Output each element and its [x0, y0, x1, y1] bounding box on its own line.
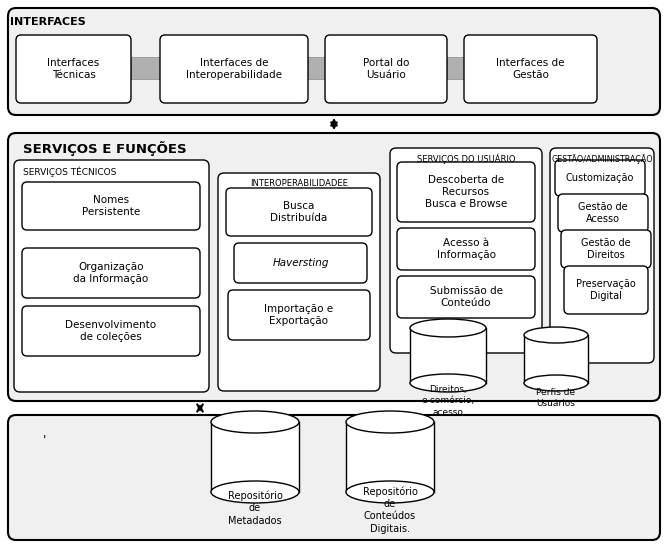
FancyBboxPatch shape: [8, 133, 660, 401]
FancyBboxPatch shape: [228, 290, 370, 340]
Text: Repositório
de
Conteúdos
Digitais.: Repositório de Conteúdos Digitais.: [363, 486, 417, 534]
Text: INTEROPERABILIDADEE: INTEROPERABILIDADEE: [250, 180, 348, 188]
FancyBboxPatch shape: [16, 35, 131, 103]
FancyBboxPatch shape: [22, 248, 200, 298]
Text: Repositório
de
Metadados: Repositório de Metadados: [227, 490, 282, 525]
Text: Gestão de
Direitos: Gestão de Direitos: [581, 238, 631, 260]
Text: Direitos,
e-comércio,
acesso: Direitos, e-comércio, acesso: [421, 385, 474, 417]
FancyBboxPatch shape: [397, 162, 535, 222]
FancyBboxPatch shape: [397, 228, 535, 270]
FancyBboxPatch shape: [555, 160, 645, 196]
Ellipse shape: [346, 481, 434, 503]
Bar: [346, 422, 434, 492]
FancyBboxPatch shape: [325, 35, 447, 103]
FancyBboxPatch shape: [22, 306, 200, 356]
FancyBboxPatch shape: [550, 148, 654, 363]
FancyBboxPatch shape: [561, 230, 651, 268]
FancyBboxPatch shape: [8, 8, 660, 115]
Text: GESTÃO/ADMINISTRAÇÃO: GESTÃO/ADMINISTRAÇÃO: [551, 154, 653, 164]
Bar: [308, 57, 325, 79]
Text: Haversting: Haversting: [272, 258, 328, 268]
Text: Preservação
Digital: Preservação Digital: [576, 279, 636, 301]
Ellipse shape: [346, 411, 434, 433]
Text: SERVIÇOS TÉCNICOS: SERVIÇOS TÉCNICOS: [23, 167, 116, 177]
FancyBboxPatch shape: [464, 35, 597, 103]
Text: Perfis de
Usuários: Perfis de Usuários: [537, 388, 575, 408]
FancyBboxPatch shape: [564, 266, 648, 314]
Text: Acesso à
Informação: Acesso à Informação: [436, 238, 496, 260]
Text: Busca
Distribuída: Busca Distribuída: [270, 201, 328, 223]
Ellipse shape: [524, 375, 588, 391]
Bar: [131, 57, 160, 79]
FancyBboxPatch shape: [234, 243, 367, 283]
Text: Customização: Customização: [566, 173, 634, 183]
Text: INTERFACES: INTERFACES: [10, 17, 86, 27]
FancyBboxPatch shape: [22, 182, 200, 230]
FancyBboxPatch shape: [218, 173, 380, 391]
Text: SERVIÇOS E FUNÇÕES: SERVIÇOS E FUNÇÕES: [23, 141, 187, 155]
Text: Organização
da Informação: Organização da Informação: [74, 262, 149, 284]
Text: Interfaces de
Interoperabilidade: Interfaces de Interoperabilidade: [186, 58, 282, 80]
Ellipse shape: [211, 411, 299, 433]
Text: SERVIÇOS DO USUÁRIO: SERVIÇOS DO USUÁRIO: [417, 154, 515, 164]
FancyBboxPatch shape: [160, 35, 308, 103]
Text: Interfaces de
Gestão: Interfaces de Gestão: [496, 58, 565, 80]
FancyBboxPatch shape: [14, 160, 209, 392]
Text: Nomes
Persistente: Nomes Persistente: [82, 195, 140, 217]
FancyBboxPatch shape: [397, 276, 535, 318]
FancyBboxPatch shape: [558, 194, 648, 232]
Ellipse shape: [410, 374, 486, 392]
Bar: [447, 57, 464, 79]
Text: Descoberta de
Recursos
Busca e Browse: Descoberta de Recursos Busca e Browse: [425, 175, 507, 209]
Ellipse shape: [524, 327, 588, 343]
Text: Gestão de
Acesso: Gestão de Acesso: [578, 202, 628, 224]
FancyBboxPatch shape: [8, 415, 660, 540]
FancyBboxPatch shape: [226, 188, 372, 236]
Text: Submissão de
Conteúdo: Submissão de Conteúdo: [429, 286, 502, 308]
Text: Portal do
Usuário: Portal do Usuário: [363, 58, 409, 80]
Text: ': ': [43, 434, 47, 446]
Text: Importação e
Exportação: Importação e Exportação: [264, 304, 334, 326]
Bar: [524, 335, 588, 383]
Text: Desenvolvimento
de coleções: Desenvolvimento de coleções: [66, 320, 157, 342]
Bar: [211, 422, 299, 492]
Ellipse shape: [211, 481, 299, 503]
Text: Interfaces
Técnicas: Interfaces Técnicas: [47, 58, 100, 80]
FancyBboxPatch shape: [390, 148, 542, 353]
Ellipse shape: [410, 319, 486, 337]
Bar: [410, 328, 486, 383]
